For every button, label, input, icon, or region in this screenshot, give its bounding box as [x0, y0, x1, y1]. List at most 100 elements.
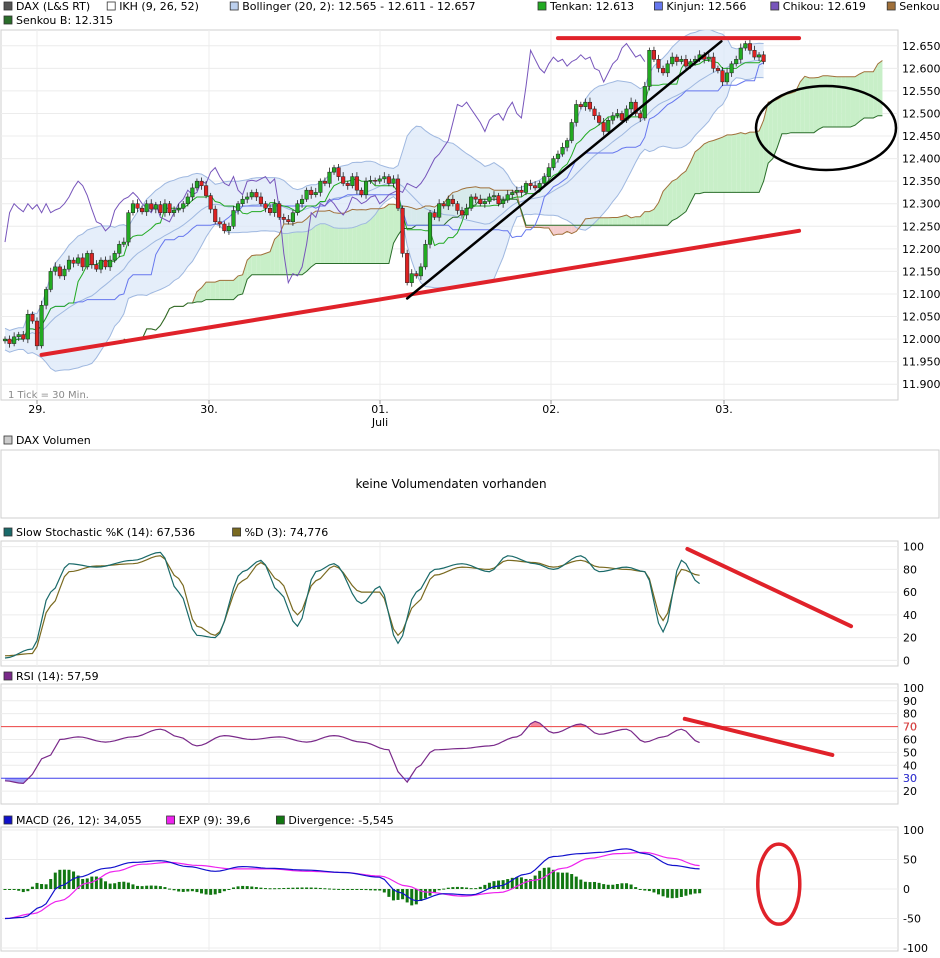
cloud-segment — [635, 216, 641, 226]
cloud-segment — [270, 239, 275, 275]
candle-body — [44, 289, 49, 306]
square-icon — [886, 1, 896, 11]
divergence-bar — [117, 881, 121, 889]
divergence-bar — [67, 869, 71, 889]
legend-label: Kinjun: 12.566 — [666, 0, 746, 13]
divergence-bar — [593, 881, 597, 889]
divergence-bar — [551, 869, 555, 889]
candle-body — [149, 203, 154, 210]
candle-body — [651, 50, 656, 60]
divergence-bar — [657, 889, 661, 895]
candle-body — [48, 271, 53, 290]
cloud-segment — [877, 60, 883, 116]
cloud-segment — [827, 75, 833, 128]
candle-body — [674, 56, 679, 62]
divergence-bar — [414, 889, 418, 905]
cloud-segment — [265, 251, 271, 275]
divergence-bar — [433, 889, 437, 893]
bollinger-middle-line — [4, 59, 764, 342]
stochastic-y-axis: 0 20 40 60 80 100 — [903, 541, 924, 668]
x-tick-label: 30. — [200, 403, 218, 416]
candle-body — [286, 219, 291, 223]
divergence-bar — [259, 887, 263, 889]
cloud-segment — [640, 211, 645, 226]
divergence-bar — [136, 885, 140, 889]
x-tick-label: 03. — [715, 403, 733, 416]
divergence-bar — [474, 888, 478, 890]
divergence-bar — [341, 889, 345, 890]
candle-body — [565, 140, 570, 148]
candle-body — [441, 203, 446, 207]
candle-body — [167, 203, 172, 213]
square-icon — [770, 1, 780, 11]
cloud-segment — [859, 71, 865, 122]
y-tick-label: 30 — [903, 772, 917, 785]
candle-body — [546, 167, 551, 177]
candle-body — [464, 207, 469, 216]
divergence-bar — [72, 871, 76, 889]
divergence-bar — [327, 888, 331, 890]
divergence-bar — [181, 889, 185, 892]
candle-body — [446, 198, 451, 207]
y-tick-label: 100 — [903, 682, 924, 695]
divergence-bar — [76, 875, 80, 889]
divergence-bar — [515, 877, 519, 889]
divergence-bar — [401, 889, 405, 900]
cloud-segment — [279, 224, 284, 275]
divergence-bar — [638, 889, 642, 890]
cloud-segment — [809, 77, 814, 133]
cloud-segment — [713, 138, 718, 193]
divergence-bar — [113, 883, 117, 889]
candle-body — [130, 203, 136, 213]
cloud-segment — [745, 132, 750, 193]
macd-panel: MACD (26, 12): 34,055 EXP (9): 39,6 Diverg… — [0, 814, 928, 955]
divergence-bar — [250, 886, 254, 889]
candle-body — [619, 113, 625, 121]
cloud-segment — [535, 225, 540, 228]
y-tick-label: -100 — [903, 942, 928, 955]
volume-panel: DAX Volumen keine Volumendaten vorhanden — [0, 434, 940, 519]
candle-body — [71, 259, 76, 264]
candle-body — [341, 176, 346, 184]
cloud-segment — [800, 76, 805, 133]
candle-body — [725, 72, 730, 83]
divergence-bar — [3, 889, 7, 890]
legend-label: Slow Stochastic %K (14): 67,536 — [16, 526, 195, 539]
annotation-ellipse-cloud — [754, 84, 898, 172]
cloud-segment — [690, 151, 696, 203]
y-tick-label: 40 — [903, 609, 917, 622]
candle-body — [249, 192, 254, 198]
divergence-bar — [483, 884, 487, 889]
candle-body — [670, 56, 675, 65]
divergence-bar — [419, 889, 423, 902]
divergence-bar — [227, 889, 231, 890]
y-tick-label: 80 — [903, 708, 917, 721]
divergence-bar — [460, 887, 464, 889]
divergence-bar — [647, 889, 651, 892]
divergence-bar — [465, 887, 469, 889]
square-icon — [3, 527, 13, 537]
candle-body — [386, 176, 391, 184]
divergence-bar — [359, 889, 363, 890]
cloud-segment — [525, 225, 531, 228]
cloud-segment — [388, 204, 394, 264]
cloud-segment — [704, 141, 709, 193]
price-panel: DAX (L&S RT) IKH (9, 26, 52) Bollinger (20… — [0, 0, 940, 429]
divergence-bar — [698, 889, 702, 894]
cloud-segment — [813, 77, 819, 133]
divergence-bar — [620, 883, 624, 889]
candle-body — [112, 253, 117, 261]
cloud-segment — [818, 75, 824, 130]
candle-body — [57, 266, 62, 277]
divergence-bar — [373, 889, 377, 891]
cloud-segment — [676, 174, 682, 219]
stoch-d-line — [4, 555, 700, 657]
divergence-bar — [469, 888, 473, 890]
divergence-bar — [679, 889, 683, 897]
cloud-segment — [695, 148, 700, 194]
candle-body — [487, 196, 492, 202]
chikou-line — [4, 42, 646, 285]
y-tick-label: 50 — [903, 853, 917, 866]
divergence-bar — [58, 869, 62, 889]
candle-body — [240, 198, 245, 204]
